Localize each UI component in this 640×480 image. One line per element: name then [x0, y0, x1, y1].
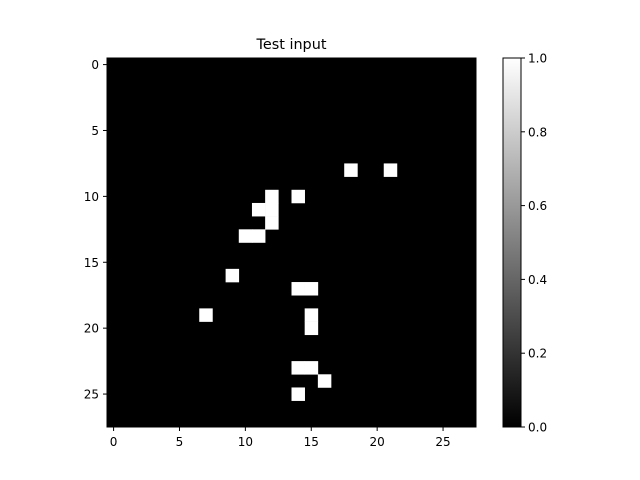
colorbar-axis: 0.0 0.2 0.4 0.6 0.8 1.0 [521, 52, 547, 435]
heatmap-cell [251, 229, 266, 243]
heatmap-cell [199, 308, 213, 322]
heatmap-cell [344, 163, 358, 177]
heatmap-cell [265, 216, 279, 230]
heatmap-cell [291, 387, 305, 401]
heatmap-cell [251, 202, 266, 217]
y-tick-label: 15 [84, 256, 99, 270]
colorbar-tick-label: 0.8 [528, 125, 547, 139]
y-axis: 0 5 10 15 20 25 [84, 58, 107, 402]
colorbar-tick-label: 0.6 [528, 199, 547, 213]
x-tick-label: 20 [370, 435, 385, 449]
colorbar [502, 57, 522, 428]
colorbar-tick-label: 0.0 [528, 421, 547, 435]
colorbar-tick-label: 0.4 [528, 273, 547, 287]
chart-title: Test input [256, 37, 327, 53]
y-tick-label: 20 [84, 322, 99, 336]
heatmap-cell [291, 282, 305, 296]
heatmap-cell [265, 202, 279, 217]
heatmap-cell [317, 374, 332, 388]
heatmap-cell [238, 229, 253, 243]
heatmap-cell [304, 308, 319, 322]
heatmap-cell [383, 163, 398, 177]
x-tick-label: 0 [110, 435, 118, 449]
heatmap-cells [199, 163, 398, 401]
heatmap-cell [304, 321, 319, 336]
heatmap-cell [291, 189, 305, 204]
x-tick-label: 5 [176, 435, 184, 449]
y-tick-label: 10 [84, 190, 99, 204]
colorbar-tick-label: 1.0 [528, 52, 547, 66]
heatmap-cell [265, 189, 279, 204]
x-tick-label: 15 [304, 435, 319, 449]
heatmap-cell [304, 282, 319, 296]
heatmap-cell [291, 361, 305, 375]
heatmap-cell [225, 268, 240, 283]
x-tick-label: 25 [435, 435, 450, 449]
x-tick-label: 10 [238, 435, 253, 449]
y-tick-label: 0 [91, 58, 99, 72]
heatmap-cell [304, 361, 319, 375]
colorbar-tick-label: 0.2 [528, 347, 547, 361]
y-tick-label: 5 [91, 124, 99, 138]
x-axis: 0 5 10 15 20 25 [110, 427, 451, 449]
plot-frame [106, 57, 477, 428]
y-tick-label: 25 [84, 388, 99, 402]
